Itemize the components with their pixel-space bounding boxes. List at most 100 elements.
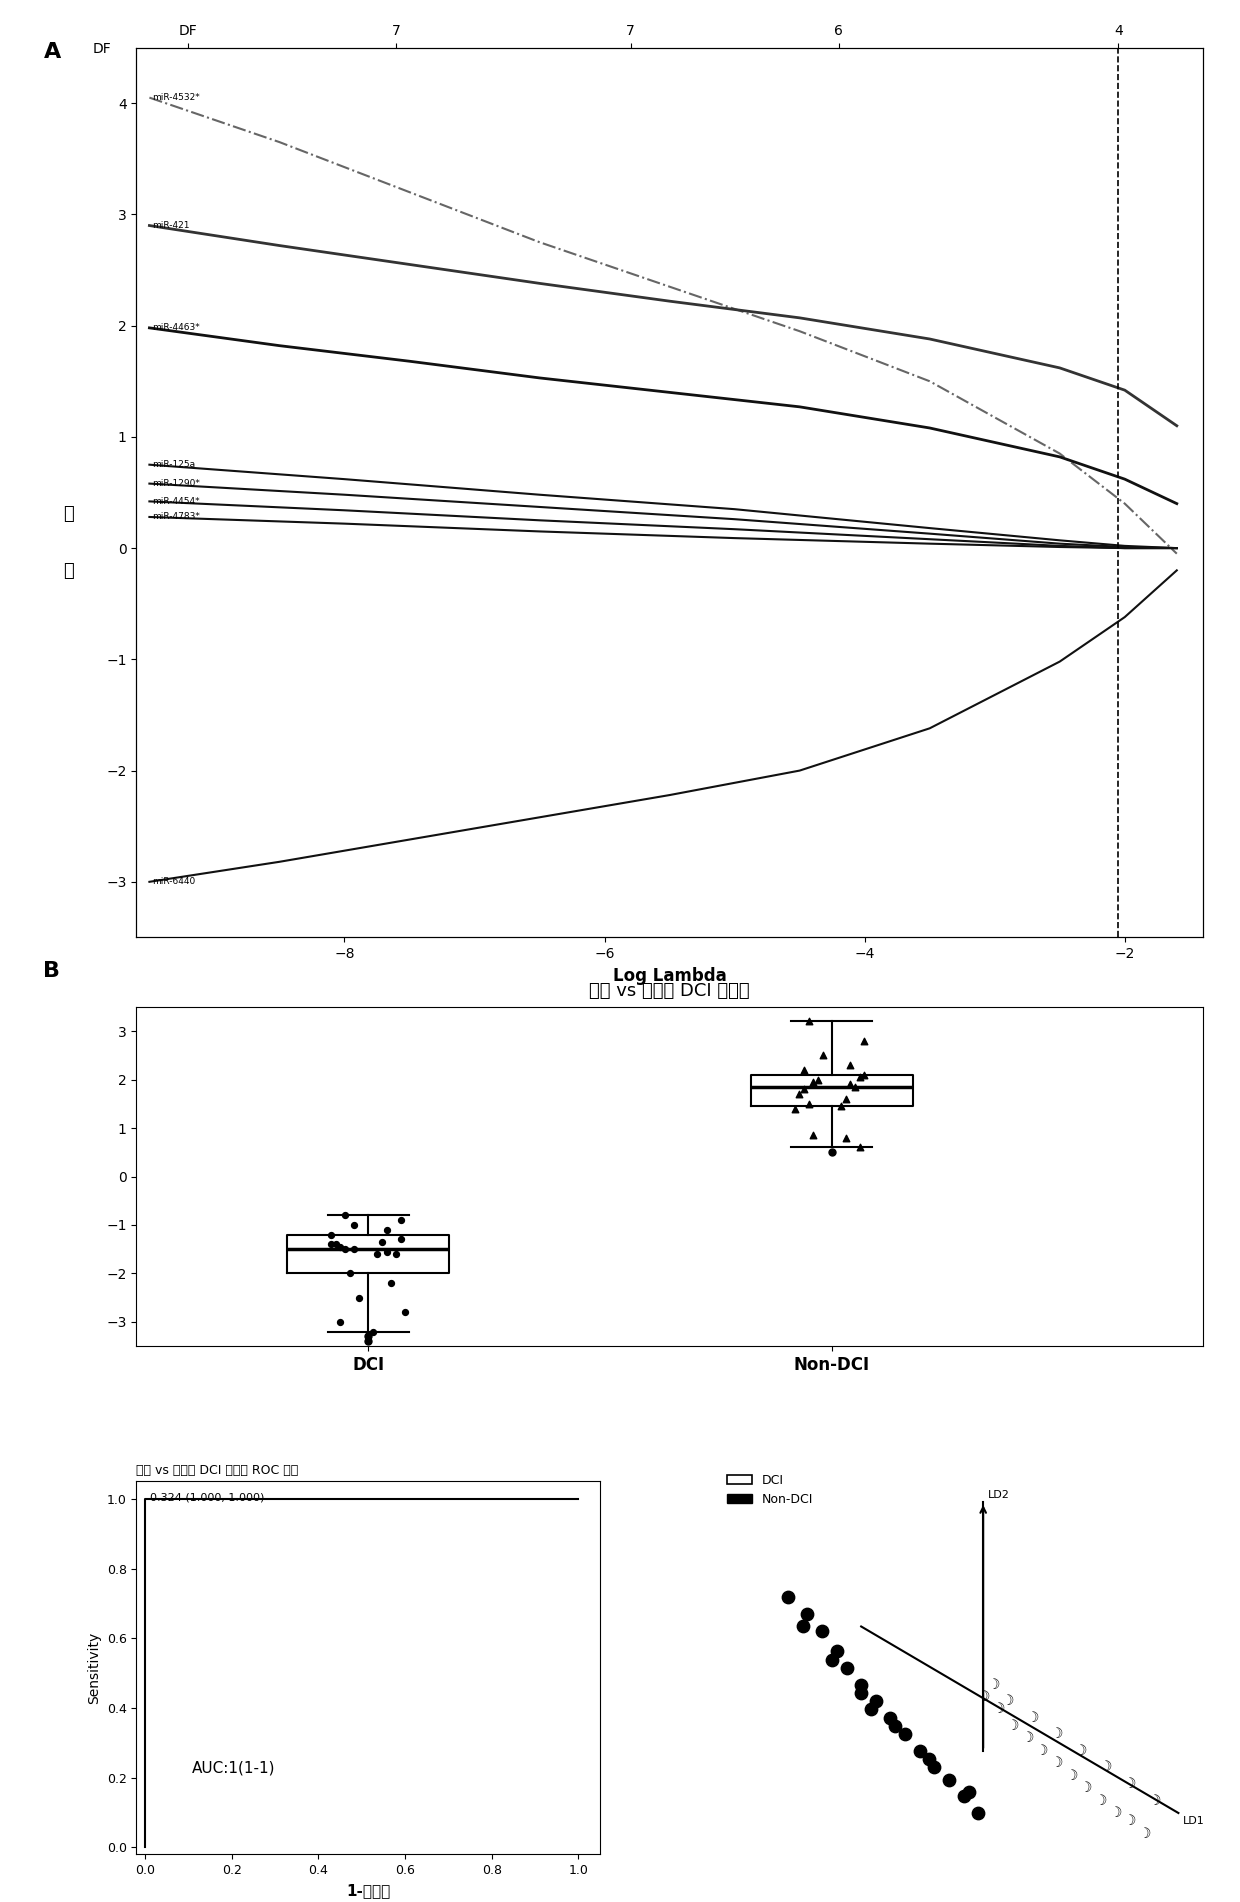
Text: miR-421: miR-421 [153, 221, 190, 230]
Text: ☽: ☽ [1079, 1780, 1092, 1795]
Point [866, 1685, 885, 1716]
Point [895, 1719, 915, 1750]
Text: miR-4532*: miR-4532* [153, 93, 200, 103]
Point [959, 1776, 978, 1807]
Point [794, 1056, 813, 1086]
X-axis label: 1-特异性: 1-特异性 [346, 1883, 391, 1898]
Point [335, 1200, 355, 1231]
Point [321, 1219, 341, 1250]
Point [335, 1234, 355, 1265]
Point [851, 1670, 870, 1700]
Text: miR-4463*: miR-4463* [153, 323, 200, 333]
Point [377, 1236, 397, 1267]
Text: ☽: ☽ [1075, 1744, 1087, 1757]
Point [939, 1765, 959, 1795]
Point [326, 1229, 346, 1259]
Point [391, 1204, 410, 1234]
Point [799, 1088, 818, 1118]
Point [880, 1702, 900, 1733]
Point [792, 1611, 812, 1641]
Point [910, 1737, 930, 1767]
Text: 数: 数 [63, 561, 73, 580]
Point [854, 1059, 874, 1090]
Text: ☽: ☽ [987, 1678, 999, 1691]
Point [396, 1297, 415, 1328]
Text: -0.324 (1.000, 1.000): -0.324 (1.000, 1.000) [145, 1493, 264, 1503]
Text: ☽: ☽ [1050, 1756, 1063, 1771]
Point [799, 1006, 818, 1037]
Text: ☽: ☽ [1025, 1710, 1038, 1725]
Point [804, 1120, 823, 1151]
Point [391, 1225, 410, 1255]
Text: ☽: ☽ [1021, 1731, 1033, 1746]
Point [340, 1259, 360, 1290]
Text: ☽: ☽ [1099, 1761, 1111, 1775]
Point [885, 1710, 905, 1740]
Point [841, 1050, 861, 1080]
Text: miR-1290*: miR-1290* [153, 479, 200, 489]
Point [345, 1234, 365, 1265]
Text: ☽: ☽ [1094, 1794, 1106, 1807]
Text: ☽: ☽ [1035, 1744, 1048, 1757]
Point [925, 1752, 945, 1782]
Text: miR-4454*: miR-4454* [153, 496, 200, 506]
Point [345, 1210, 365, 1240]
Point [372, 1227, 392, 1257]
Text: ☽: ☽ [1123, 1815, 1136, 1828]
Point [836, 1084, 856, 1115]
Text: AUC:1(1-1): AUC:1(1-1) [192, 1761, 275, 1775]
Point [386, 1238, 405, 1269]
Point [837, 1653, 857, 1683]
Y-axis label: Sensitivity: Sensitivity [87, 1632, 102, 1704]
Text: miR-6440: miR-6440 [153, 877, 195, 886]
Text: ☽: ☽ [992, 1702, 1004, 1716]
Text: LD1: LD1 [1183, 1816, 1205, 1826]
Text: 系: 系 [63, 504, 73, 523]
Text: ☽: ☽ [1050, 1727, 1063, 1740]
Point [920, 1744, 940, 1775]
Point [854, 1025, 874, 1056]
Point [954, 1780, 973, 1811]
Point [785, 1094, 805, 1124]
Point [363, 1316, 383, 1347]
Point [321, 1229, 341, 1259]
Point [348, 1282, 368, 1312]
Text: 发生 vs 不发生 DCI 分类器 ROC 曲线: 发生 vs 不发生 DCI 分类器 ROC 曲线 [136, 1465, 299, 1478]
Point [797, 1600, 817, 1630]
Text: ☽: ☽ [1002, 1695, 1014, 1708]
Point [812, 1040, 832, 1071]
Point [861, 1695, 880, 1725]
Point [377, 1215, 397, 1246]
Text: miR-4783*: miR-4783* [153, 512, 200, 521]
Text: miR-125a: miR-125a [153, 460, 195, 470]
Text: LD2: LD2 [988, 1489, 1009, 1499]
Point [836, 1122, 856, 1153]
Point [968, 1797, 988, 1828]
Point [794, 1075, 813, 1105]
Text: ☽: ☽ [1006, 1719, 1019, 1733]
Point [777, 1582, 797, 1613]
Point [841, 1069, 861, 1099]
Text: ☽: ☽ [1123, 1776, 1136, 1792]
Point [367, 1238, 387, 1269]
Point [804, 1067, 823, 1097]
Point [790, 1078, 810, 1109]
Point [331, 1231, 351, 1261]
Point [331, 1307, 351, 1337]
Point [812, 1615, 832, 1645]
Point [808, 1065, 828, 1096]
Point [851, 1678, 870, 1708]
X-axis label: Log Lambda: Log Lambda [613, 966, 727, 985]
Text: ☽: ☽ [977, 1691, 990, 1704]
Text: ☽: ☽ [1138, 1826, 1151, 1841]
Text: ☽: ☽ [1065, 1769, 1078, 1782]
Point [846, 1071, 866, 1101]
Point [382, 1269, 402, 1299]
Text: A: A [43, 42, 61, 63]
Text: DF: DF [93, 42, 112, 55]
Legend: DCI, Non-DCI: DCI, Non-DCI [722, 1468, 818, 1512]
Point [849, 1132, 869, 1162]
Title: 发生 vs 不发生 DCI 分类器: 发生 vs 不发生 DCI 分类器 [589, 981, 750, 1000]
Text: ☽: ☽ [1109, 1807, 1121, 1820]
Point [827, 1636, 847, 1666]
